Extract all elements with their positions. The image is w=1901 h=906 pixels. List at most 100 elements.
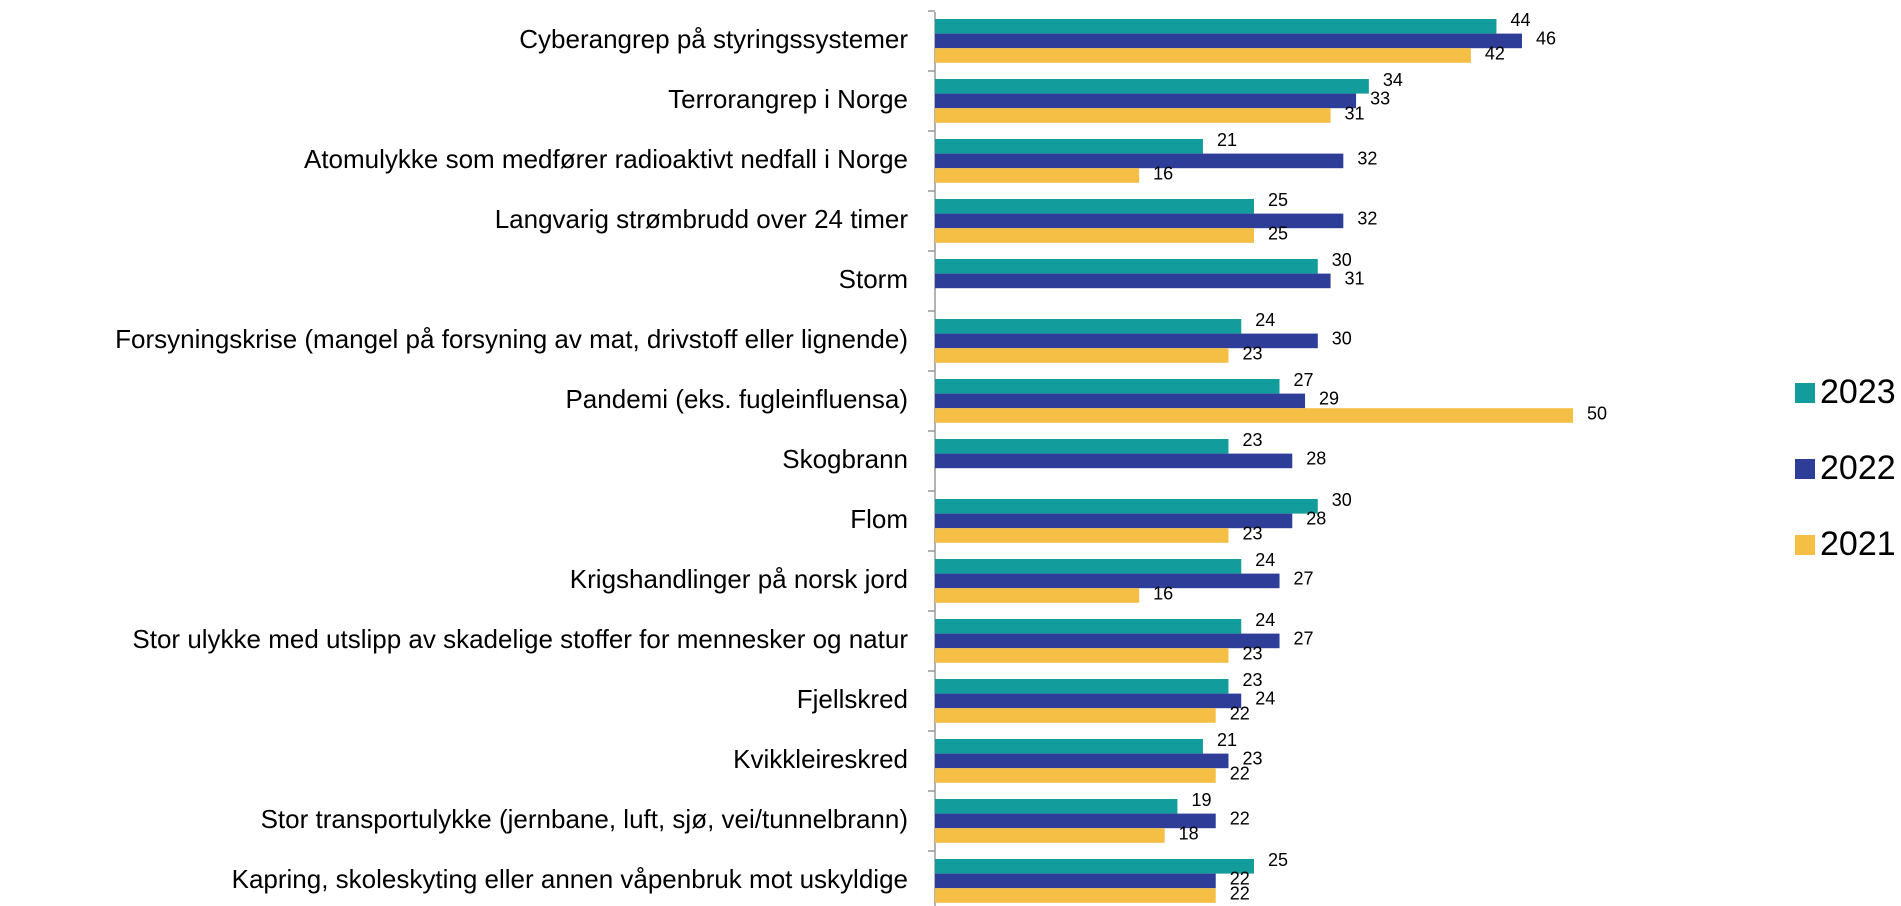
category-label: Cyberangrep på styringssystemer: [519, 24, 908, 54]
value-label: 22: [1230, 869, 1250, 889]
value-label: 25: [1268, 223, 1288, 243]
value-label: 24: [1255, 550, 1275, 570]
value-label: 27: [1294, 629, 1314, 649]
bar: [935, 873, 1216, 889]
bar: [935, 679, 1229, 694]
value-label: 32: [1357, 209, 1377, 229]
bar: [935, 139, 1203, 154]
category-label: Flom: [850, 504, 908, 534]
value-label: 23: [1242, 430, 1262, 450]
value-label: 23: [1242, 643, 1262, 663]
legend-swatch: [1795, 459, 1815, 479]
bar: [935, 108, 1331, 123]
bar: [935, 739, 1203, 754]
value-label: 16: [1153, 583, 1173, 603]
category-label: Fjellskred: [797, 684, 908, 714]
bar: [935, 828, 1165, 843]
bar: [935, 199, 1254, 214]
value-label: 31: [1345, 103, 1365, 123]
legend-label: 2022: [1820, 449, 1896, 487]
category-label: Krigshandlinger på norsk jord: [570, 564, 908, 594]
bar: [935, 273, 1331, 289]
value-label: 44: [1510, 10, 1530, 30]
value-label: 50: [1587, 403, 1607, 423]
bar: [935, 213, 1344, 229]
value-label: 16: [1153, 163, 1173, 183]
bar: [935, 153, 1344, 169]
value-label: 30: [1332, 490, 1352, 510]
value-label: 22: [1230, 703, 1250, 723]
bar: [935, 813, 1216, 829]
bar: [935, 633, 1280, 649]
bar: [935, 453, 1293, 469]
bar: [935, 573, 1280, 589]
value-label: 25: [1268, 850, 1288, 870]
bar: [935, 693, 1242, 709]
category-label: Forsyningskrise (mangel på forsyning av …: [115, 324, 908, 354]
value-label: 46: [1536, 29, 1556, 49]
bar: [935, 379, 1280, 394]
value-label: 28: [1306, 449, 1326, 469]
bar: [935, 319, 1242, 334]
value-label: 23: [1242, 670, 1262, 690]
value-label: 42: [1485, 43, 1505, 63]
category-label: Langvarig strømbrudd over 24 timer: [495, 204, 909, 234]
category-label: Pandemi (eks. fugleinfluensa): [565, 384, 908, 414]
value-label: 23: [1242, 343, 1262, 363]
legend-swatch: [1795, 535, 1815, 555]
value-label: 23: [1242, 523, 1262, 543]
value-label: 25: [1268, 190, 1288, 210]
category-label: Atomulykke som medfører radioaktivt nedf…: [304, 144, 908, 174]
bar: [935, 259, 1318, 274]
category-label: Kapring, skoleskyting eller annen våpenb…: [232, 864, 908, 894]
category-label: Stor ulykke med utslipp av skadelige sto…: [132, 624, 908, 654]
value-label: 24: [1255, 689, 1275, 709]
value-label: 21: [1217, 130, 1237, 150]
category-label: Terrorangrep i Norge: [668, 84, 908, 114]
category-label: Skogbrann: [782, 444, 908, 474]
legend-swatch: [1795, 383, 1815, 403]
bar: [935, 799, 1178, 814]
value-label: 21: [1217, 730, 1237, 750]
category-label: Stor transportulykke (jernbane, luft, sj…: [261, 804, 908, 834]
bar: [935, 513, 1293, 529]
legend-label: 2023: [1820, 373, 1896, 411]
bar: [935, 708, 1216, 723]
category-label: Storm: [839, 264, 908, 294]
value-label: 31: [1345, 269, 1365, 289]
bar: [935, 19, 1497, 34]
bar: [935, 48, 1471, 63]
bar: [935, 619, 1242, 634]
bar: [935, 753, 1229, 769]
value-label: 33: [1370, 89, 1390, 109]
value-label: 18: [1179, 823, 1199, 843]
value-label: 32: [1357, 149, 1377, 169]
value-label: 30: [1332, 329, 1352, 349]
value-label: 27: [1294, 370, 1314, 390]
value-label: 22: [1230, 809, 1250, 829]
value-label: 27: [1294, 569, 1314, 589]
value-label: 24: [1255, 610, 1275, 630]
bar: [935, 588, 1140, 603]
bar: [935, 93, 1357, 109]
value-label: 28: [1306, 509, 1326, 529]
value-label: 23: [1242, 749, 1262, 769]
bar: [935, 768, 1216, 783]
bar: [935, 79, 1369, 94]
bar: [935, 559, 1242, 574]
value-label: 22: [1230, 883, 1250, 903]
value-label: 29: [1319, 389, 1339, 409]
bar: [935, 333, 1318, 349]
bar: [935, 888, 1216, 903]
bar: [935, 33, 1522, 49]
bar: [935, 348, 1229, 363]
bar: [935, 528, 1229, 543]
bar: [935, 393, 1306, 409]
value-label: 19: [1191, 790, 1211, 810]
value-label: 34: [1383, 70, 1403, 90]
value-label: 24: [1255, 310, 1275, 330]
value-label: 30: [1332, 250, 1352, 270]
legend-label: 2021: [1820, 525, 1896, 563]
bar: [935, 648, 1229, 663]
